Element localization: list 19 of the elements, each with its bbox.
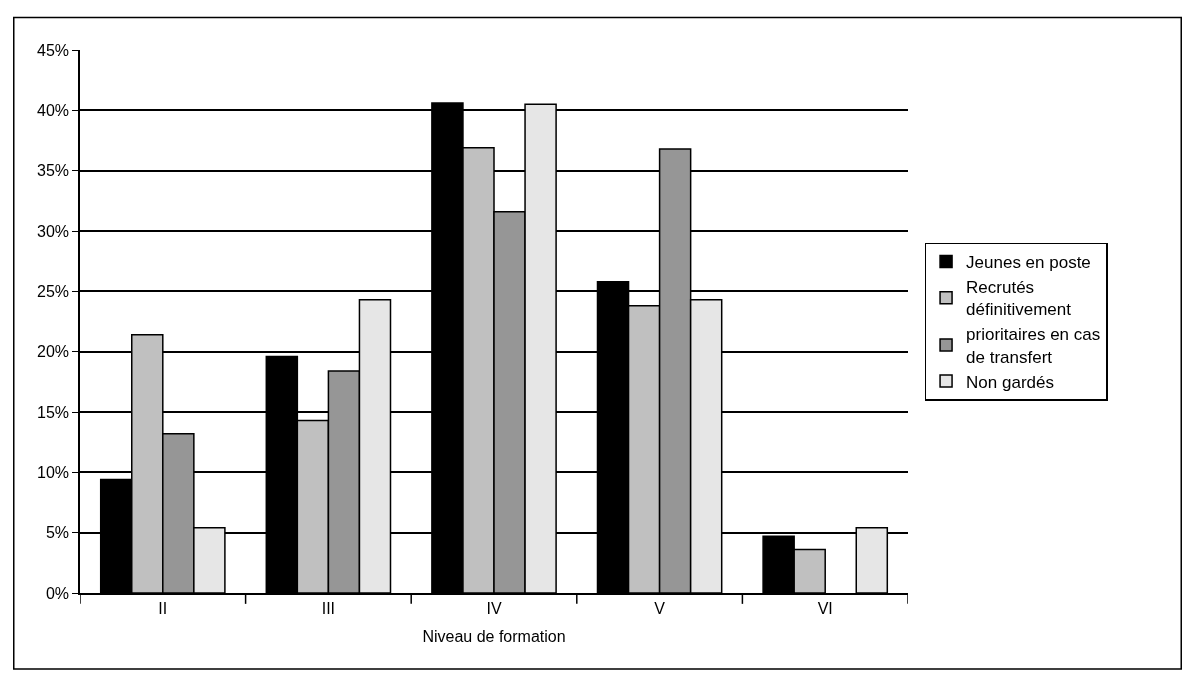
y-tick-label: 15%: [37, 403, 70, 421]
y-tick-label: 5%: [45, 524, 70, 542]
x-tick-label: III: [321, 599, 336, 617]
y-tick-label: 10%: [37, 463, 70, 481]
y-tick-label: 45%: [37, 41, 70, 59]
legend-label: prioritaires en cas de transfert: [966, 325, 1101, 367]
x-tick-label: II: [158, 599, 168, 617]
y-tick-label: 20%: [37, 343, 70, 361]
x-tick-label: IV: [486, 599, 502, 617]
x-tick-label: V: [654, 599, 666, 617]
y-tick-label: 0%: [45, 584, 70, 602]
legend-label: Non gardés: [966, 372, 1054, 392]
legend-label: Jeunes en poste: [966, 253, 1091, 273]
y-tick-label: 35%: [37, 162, 70, 180]
x-tick-label: VI: [817, 599, 833, 617]
y-tick-label: 30%: [37, 222, 70, 240]
y-tick-label: 25%: [37, 282, 70, 300]
x-axis-title: Niveau de formation: [422, 628, 566, 646]
y-tick-label: 40%: [37, 101, 70, 119]
